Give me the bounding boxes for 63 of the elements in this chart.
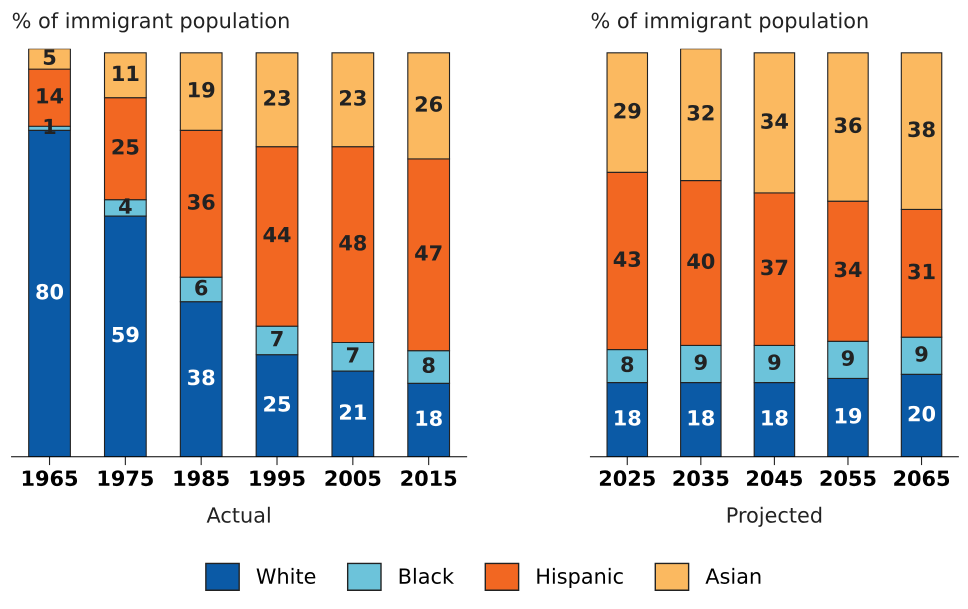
x-tick-label: 2015 <box>401 470 456 486</box>
legend-label: Hispanic <box>537 568 623 588</box>
data-label: 1 <box>44 118 56 134</box>
x-tick-label: 2065 <box>894 470 950 486</box>
legend-label: Asian <box>705 568 760 584</box>
data-label: 32 <box>688 104 714 121</box>
data-label: 9 <box>694 354 707 370</box>
x-axis-title: Actual <box>206 506 270 523</box>
data-label: 20 <box>908 406 936 422</box>
data-label: 9 <box>768 354 780 370</box>
data-label: 9 <box>915 346 928 362</box>
x-tick-label: 1975 <box>98 470 153 486</box>
data-label: 7 <box>346 347 358 363</box>
data-label: 18 <box>615 410 640 426</box>
data-label: 25 <box>112 138 138 155</box>
data-label: 25 <box>264 396 290 412</box>
data-label: 26 <box>416 96 442 112</box>
data-label: 14 <box>37 88 64 104</box>
x-tick-label: 2025 <box>600 470 655 486</box>
data-label: 11 <box>113 66 138 81</box>
data-label: 36 <box>834 117 862 134</box>
data-label: 18 <box>416 410 442 426</box>
x-tick-label: 1995 <box>250 470 305 486</box>
x-axis-title: Projected <box>728 506 822 527</box>
data-label: 47 <box>415 245 442 261</box>
legend-label: Black <box>400 568 454 584</box>
data-label: 37 <box>761 260 788 276</box>
x-tick-label: 2055 <box>820 470 876 486</box>
data-label: 59 <box>112 326 139 342</box>
data-label: 18 <box>762 410 788 426</box>
data-label: 21 <box>340 404 366 420</box>
data-label: 23 <box>340 90 366 106</box>
x-tick-label: 2045 <box>747 470 802 486</box>
data-label: 8 <box>621 356 634 372</box>
chart-title: % of immigrant population <box>12 12 289 32</box>
data-label: 43 <box>614 251 640 268</box>
chart-title: % of immigrant population <box>592 12 868 32</box>
data-label: 80 <box>36 284 64 300</box>
data-label: 8 <box>422 357 435 374</box>
data-label: 40 <box>687 253 714 270</box>
data-label: 48 <box>339 234 366 251</box>
data-label: 34 <box>834 262 862 278</box>
data-label: 31 <box>908 264 935 280</box>
x-tick-label: 2005 <box>325 470 380 486</box>
data-label: 19 <box>189 82 214 98</box>
x-tick-label: 2035 <box>673 470 728 486</box>
data-label: 23 <box>264 90 290 106</box>
data-label: 5 <box>44 49 56 65</box>
x-tick-label: 1965 <box>22 470 78 486</box>
data-label: 19 <box>836 408 862 424</box>
data-label: 18 <box>688 410 714 426</box>
data-label: 6 <box>195 280 208 296</box>
data-label: 7 <box>271 331 283 346</box>
data-label: 44 <box>263 226 291 242</box>
data-label: 34 <box>761 113 788 129</box>
data-label: 36 <box>188 194 215 210</box>
data-label: 4 <box>119 198 132 214</box>
data-label: 29 <box>614 102 640 119</box>
data-label: 9 <box>842 350 854 366</box>
data-label: 38 <box>188 370 214 386</box>
x-tick-label: 1985 <box>174 470 229 486</box>
data-label: 38 <box>908 121 935 138</box>
legend-label: White <box>256 568 316 584</box>
